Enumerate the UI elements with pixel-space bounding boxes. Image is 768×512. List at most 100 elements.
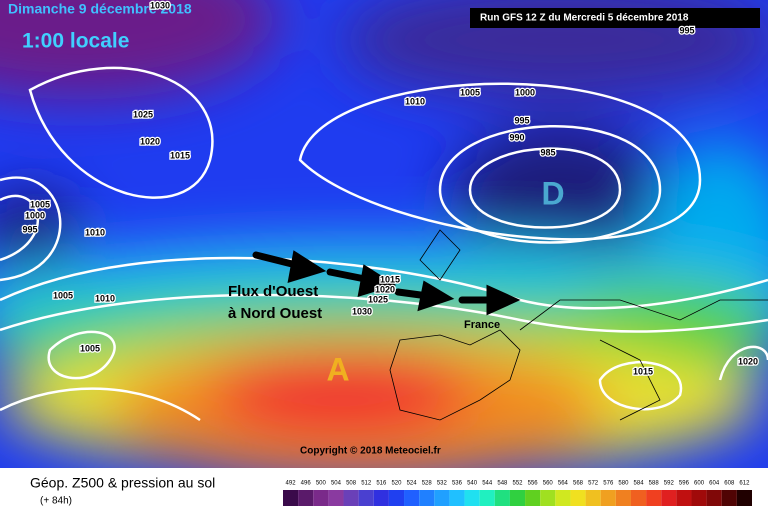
coastlines xyxy=(389,229,768,421)
scale-label: 604 xyxy=(709,481,720,487)
scale-swatch xyxy=(585,490,601,506)
date: Dimanche 9 décembre 2018 xyxy=(8,1,192,17)
local-time: 1:00 locale xyxy=(22,30,129,53)
scale-label: 592 xyxy=(664,481,675,487)
scale-label: 536 xyxy=(452,481,463,487)
scale-label: 576 xyxy=(603,481,614,487)
low-label: D xyxy=(541,175,564,211)
scale-label: 516 xyxy=(376,481,387,487)
map-field xyxy=(0,0,768,468)
copyright: Copyright © 2018 Meteociel.fr xyxy=(300,446,441,457)
scale-label: 580 xyxy=(618,481,629,487)
scale-label: 512 xyxy=(361,481,372,487)
scale-label: 500 xyxy=(316,481,327,487)
high-label: A xyxy=(326,351,349,387)
scale-label: 600 xyxy=(694,481,705,487)
scale-swatch xyxy=(373,490,389,506)
isobar-label: 1005 xyxy=(460,87,480,97)
scale-swatch xyxy=(691,490,707,506)
isobar-label: 1000 xyxy=(515,87,535,97)
scale-label: 520 xyxy=(391,481,402,487)
scale-swatch xyxy=(525,490,541,506)
scale-swatch xyxy=(676,490,692,506)
isobar-label: 1020 xyxy=(140,136,160,146)
lead-time: (+ 84h) xyxy=(40,496,72,507)
isobars xyxy=(0,66,768,422)
isobar-label: 1025 xyxy=(133,109,153,119)
isobar-label: 1015 xyxy=(380,274,400,284)
isobar-label: 1030 xyxy=(352,306,372,316)
scale-label: 504 xyxy=(331,481,342,487)
flow-arrows xyxy=(252,250,521,316)
legend-title: Géop. Z500 & pression au sol xyxy=(30,475,215,491)
scale-label: 568 xyxy=(573,481,584,487)
scale-label: 544 xyxy=(482,481,493,487)
scale-swatch xyxy=(313,490,329,506)
scale-swatch xyxy=(615,490,631,506)
scale-swatch xyxy=(434,490,450,506)
isobar-label: 985 xyxy=(540,147,555,157)
isobar-label: 995 xyxy=(679,25,694,35)
scale-swatch xyxy=(343,490,359,506)
scale-swatch xyxy=(646,490,662,506)
scale-label: 508 xyxy=(346,481,357,487)
scale-swatch xyxy=(509,490,526,506)
scale-swatch xyxy=(736,490,752,506)
scale-label: 524 xyxy=(407,481,418,487)
isobar-label: 1005 xyxy=(30,199,50,209)
scale-label: 532 xyxy=(437,481,448,487)
scale-label: 560 xyxy=(543,481,554,487)
scale-swatch xyxy=(388,490,405,506)
scale-swatch xyxy=(449,490,465,506)
isobar-label: 1015 xyxy=(633,366,653,376)
scale-label: 572 xyxy=(588,481,599,487)
scale-label: 596 xyxy=(679,481,690,487)
isobar-label: 1025 xyxy=(368,294,388,304)
isobar-label: 1005 xyxy=(80,343,100,353)
scale-swatch xyxy=(600,490,616,506)
scale-label: 548 xyxy=(497,481,508,487)
isobar-label: 1010 xyxy=(85,227,105,237)
run-info: Run GFS 12 Z du Mercredi 5 décembre 2018 xyxy=(480,13,689,24)
isobar-label: 995 xyxy=(22,224,37,234)
scale-label: 552 xyxy=(512,481,523,487)
scale-label: 528 xyxy=(422,481,433,487)
flow-label: à Nord Ouest xyxy=(228,305,322,322)
scale-swatch xyxy=(479,490,495,506)
scale-swatch xyxy=(706,490,722,506)
isobar-label: 990 xyxy=(509,132,524,142)
isobar-label: 1010 xyxy=(95,293,115,303)
scale-swatch xyxy=(555,490,571,506)
isobar-label: 1020 xyxy=(738,356,758,366)
scale-swatch xyxy=(570,490,586,506)
scale-swatch xyxy=(298,490,314,506)
run-box xyxy=(470,8,760,28)
scale-label: 556 xyxy=(528,481,539,487)
scale-swatch xyxy=(328,490,344,506)
country-label: France xyxy=(464,319,500,331)
scale-label: 608 xyxy=(724,481,735,487)
isobar-label: 995 xyxy=(514,115,529,125)
scale-swatch xyxy=(494,490,510,506)
scale-label: 540 xyxy=(467,481,478,487)
isobar-label: 1030 xyxy=(150,0,170,10)
scale-swatch xyxy=(358,490,374,506)
scale-label: 612 xyxy=(739,481,750,487)
scale-swatch xyxy=(630,490,647,506)
scale-swatch xyxy=(419,490,435,506)
scale-swatch xyxy=(283,490,299,506)
flow-label: Flux d'Ouest xyxy=(228,283,318,300)
scale-swatch xyxy=(404,490,420,506)
isobar-label: 1010 xyxy=(405,96,425,106)
scale-label: 496 xyxy=(301,481,312,487)
scale-swatch xyxy=(721,490,737,506)
scale-label: 588 xyxy=(649,481,660,487)
isobar-label: 1000 xyxy=(25,210,45,220)
isobar-label: 1020 xyxy=(375,284,395,294)
scale-label: 584 xyxy=(634,481,645,487)
scale-swatch xyxy=(661,490,677,506)
isobar-label: 1005 xyxy=(53,290,73,300)
scale-swatch xyxy=(540,490,556,506)
scale-label: 492 xyxy=(286,481,297,487)
